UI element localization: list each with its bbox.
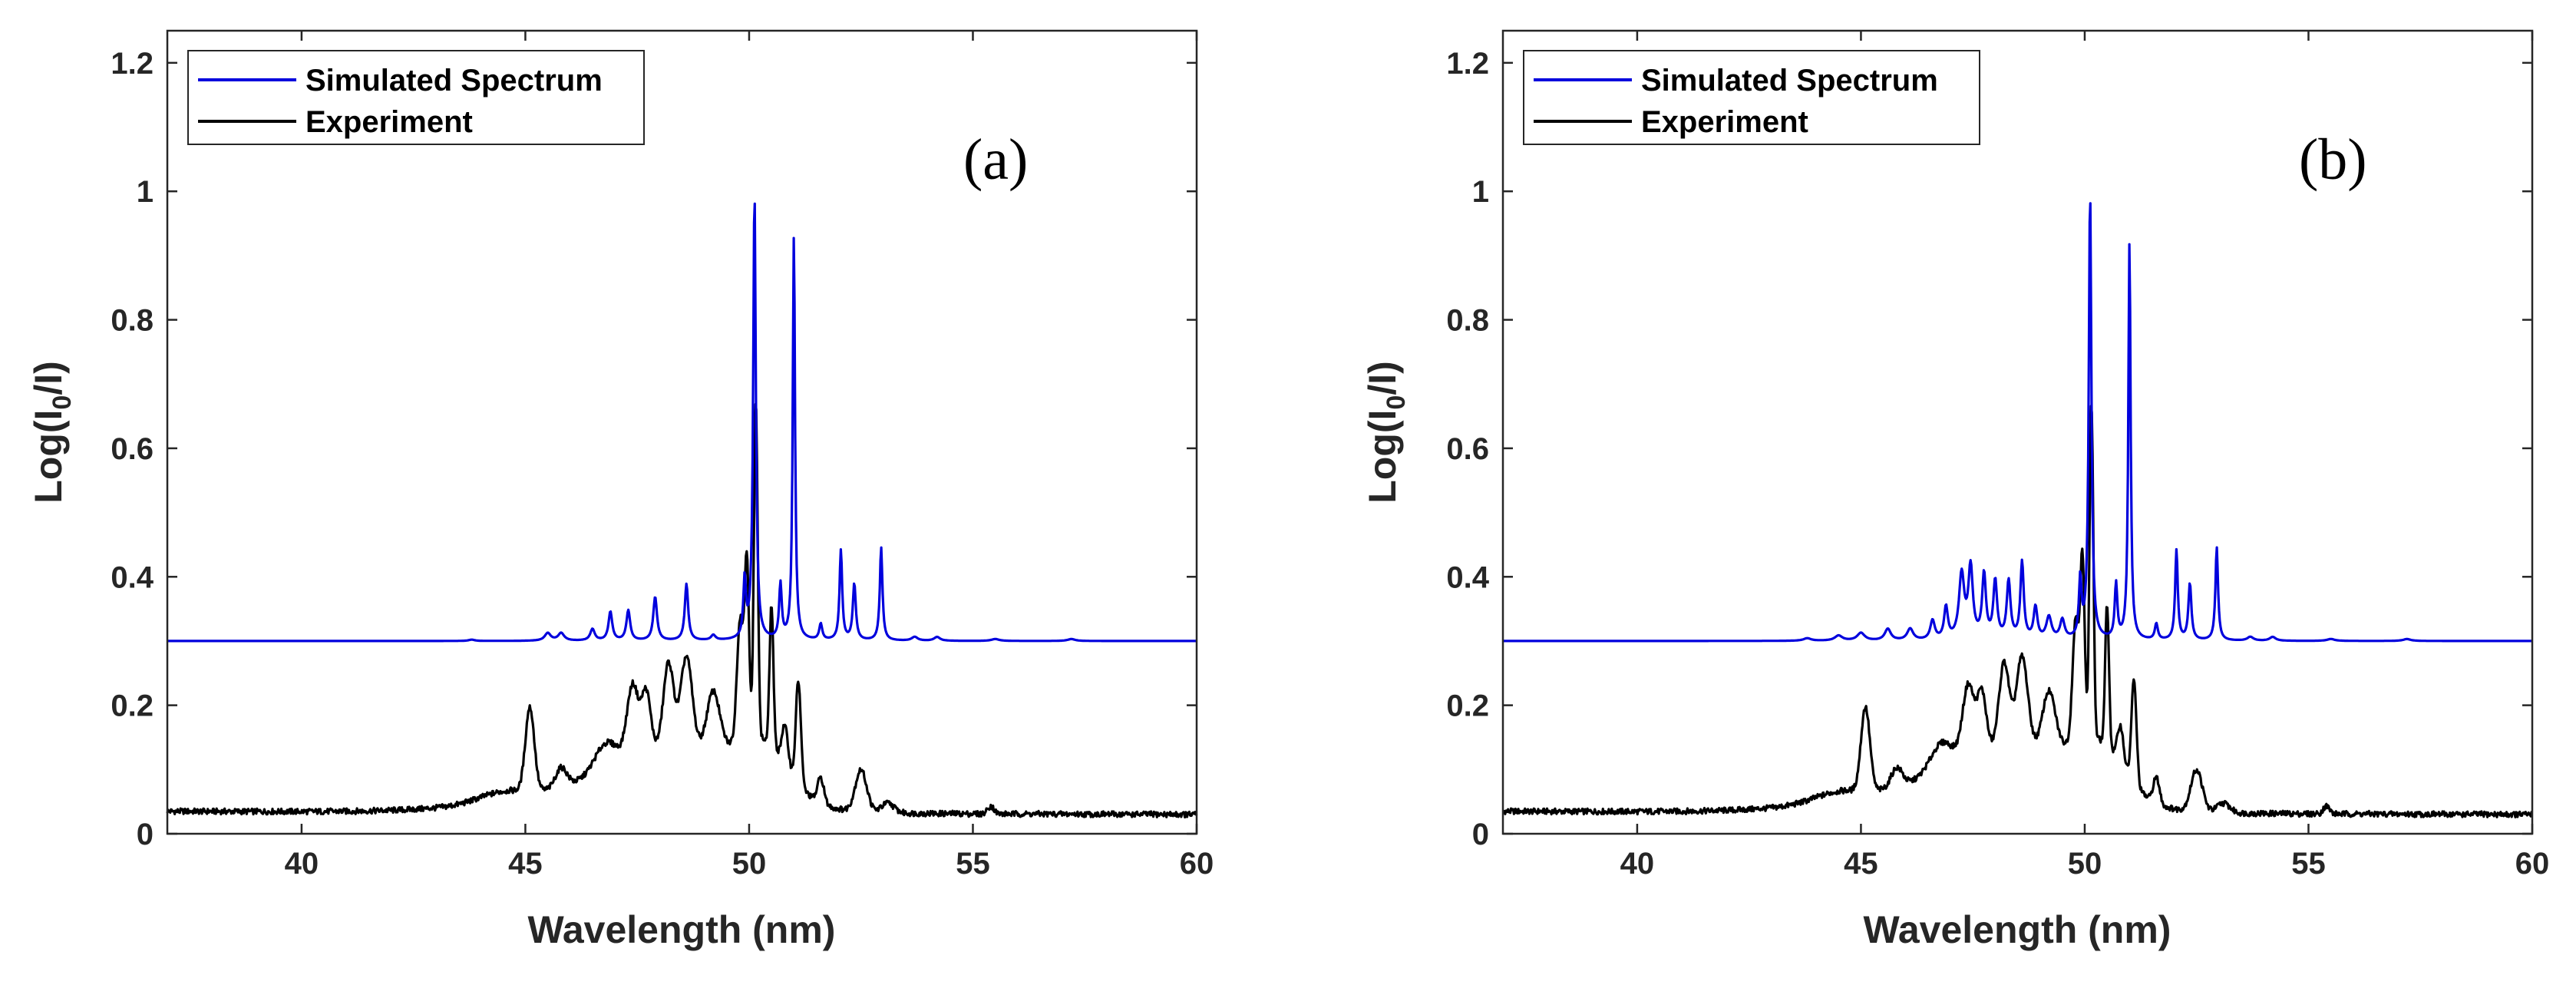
x-tick-label: 60: [1180, 847, 1214, 881]
series-line-simulated: [1502, 202, 2533, 643]
series-line-experiment: [166, 402, 1198, 819]
legend-label-simulated: Simulated Spectrum: [305, 64, 603, 98]
y-tick-label: 0: [137, 818, 154, 851]
x-tick-label: 60: [2515, 847, 2550, 881]
plot-area: [1503, 31, 2532, 834]
plot-area: [167, 31, 1197, 834]
x-tick-label: 45: [1844, 847, 1878, 881]
axes-frame: [166, 29, 1198, 835]
legend-box: [187, 50, 645, 145]
x-axis-title: Wavelength (nm): [528, 908, 836, 951]
legend: Simulated Spectrum Experiment: [187, 50, 645, 145]
series-line-experiment: [1502, 405, 2534, 819]
y-tick-label: 1: [1472, 175, 1489, 209]
y-tick-label: 0.2: [1446, 689, 1489, 723]
legend: Simulated Spectrum Experiment: [1523, 50, 1980, 145]
y-tick-label: 0.6: [1446, 432, 1489, 466]
y-tick-label: 0.6: [111, 432, 154, 466]
y-axis-title: Log(I0/I): [1361, 361, 1411, 504]
panel-b: 40 45 50 55 60 0 0.2 0.4 0.6 0.8 1 1.2 Wavelength (…: [1361, 29, 2550, 951]
x-axis-title: Wavelength (nm): [1864, 908, 2171, 951]
y-tick-label: 0.8: [1446, 304, 1489, 338]
y-tick-label: 0: [1472, 818, 1489, 851]
panel-label: (a): [963, 127, 1028, 192]
y-tick-label: 1: [137, 175, 154, 209]
legend-label-experiment: Experiment: [305, 105, 473, 139]
series-line-simulated: [167, 202, 1197, 643]
legend-label-experiment: Experiment: [1641, 105, 1808, 139]
y-tick-label: 0.2: [111, 689, 154, 723]
legend-label-simulated: Simulated Spectrum: [1641, 64, 1938, 98]
y-tick-label: 1.2: [111, 47, 154, 81]
panel-a: 40 45 50 55 60 0 0.2 0.4 0.6 0.8 1 1.2 Wavelength (…: [27, 29, 1214, 951]
x-tick-label: 55: [2291, 847, 2326, 881]
panel-label: (b): [2299, 127, 2367, 192]
legend-box: [1523, 50, 1980, 145]
y-tick-label: 0.8: [111, 304, 154, 338]
y-tick-label: 0.4: [111, 560, 154, 594]
y-tick-label: 0.4: [1446, 560, 1489, 594]
x-tick-label: 45: [508, 847, 543, 881]
y-axis-title: Log(I0/I): [27, 361, 77, 504]
axes-frame: [1501, 29, 2534, 835]
x-tick-label: 40: [1620, 847, 1655, 881]
x-tick-label: 50: [2068, 847, 2102, 881]
x-tick-label: 55: [956, 847, 990, 881]
x-tick-label: 50: [732, 847, 767, 881]
x-tick-label: 40: [285, 847, 319, 881]
y-tick-label: 1.2: [1446, 47, 1489, 81]
